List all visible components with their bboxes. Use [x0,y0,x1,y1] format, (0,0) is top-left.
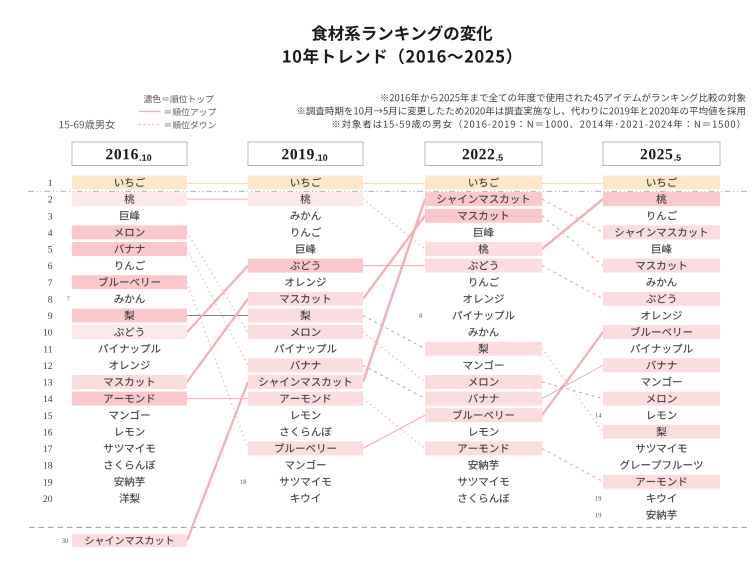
svg-text:13: 13 [43,378,53,389]
svg-text:5: 5 [48,245,53,256]
svg-text:15: 15 [43,411,53,422]
svg-text:14: 14 [43,394,53,405]
svg-text:17: 17 [43,444,53,455]
svg-text:11: 11 [43,344,52,355]
svg-text:1: 1 [48,178,53,189]
svg-text:8: 8 [48,294,53,305]
svg-text:4: 4 [48,228,53,239]
svg-text:2: 2 [48,195,53,206]
svg-text:3: 3 [48,211,53,222]
svg-text:7: 7 [48,278,53,289]
svg-text:12: 12 [43,361,53,372]
svg-text:6: 6 [48,261,53,272]
svg-text:10: 10 [43,328,53,339]
svg-text:20: 20 [43,494,53,505]
svg-text:19: 19 [43,477,53,488]
svg-text:18: 18 [43,461,53,472]
svg-text:9: 9 [48,311,53,322]
svg-text:16: 16 [43,427,53,438]
